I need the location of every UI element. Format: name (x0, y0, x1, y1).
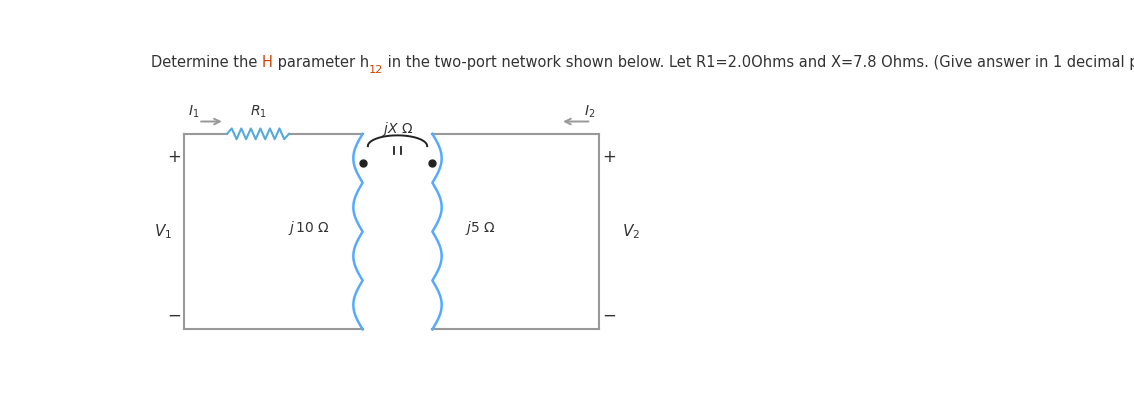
Text: −: − (602, 307, 616, 324)
Text: 12: 12 (369, 65, 383, 75)
Text: $R_1$: $R_1$ (249, 104, 266, 120)
Text: Determine the: Determine the (151, 55, 262, 70)
Text: −: − (168, 307, 181, 324)
Text: $V_1$: $V_1$ (153, 222, 171, 241)
Text: +: + (168, 148, 181, 166)
Text: in the two-port network shown below. Let R1=2.0Ohms and X=7.8 Ohms. (Give answer: in the two-port network shown below. Let… (383, 55, 1134, 70)
Text: +: + (602, 148, 616, 166)
Text: parameter h: parameter h (273, 55, 369, 70)
Text: H: H (262, 55, 273, 70)
Text: $j\,10\ \Omega$: $j\,10\ \Omega$ (288, 219, 330, 237)
Text: $j5\ \Omega$: $j5\ \Omega$ (465, 219, 496, 237)
Text: $I_2$: $I_2$ (584, 104, 595, 120)
Text: $V_2$: $V_2$ (623, 222, 641, 241)
Text: $jX\ \Omega$: $jX\ \Omega$ (382, 120, 413, 138)
Text: $I_1$: $I_1$ (188, 104, 200, 120)
